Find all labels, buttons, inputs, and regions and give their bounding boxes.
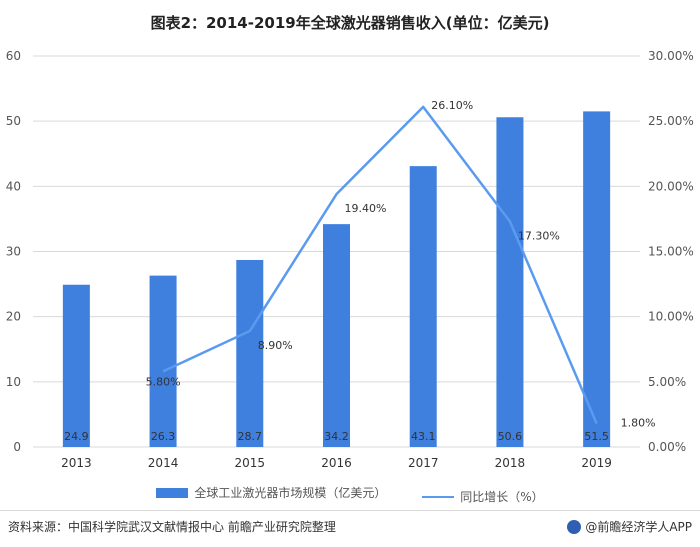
bar-value-label: 28.7 [238,430,263,443]
bar-value-label: 43.1 [411,430,436,443]
bar [409,166,437,448]
bar [496,117,524,448]
line-value-label: 26.10% [431,99,473,112]
bar-value-label: 51.5 [584,430,609,443]
chart-title: 图表2：2014-2019年全球激光器销售收入(单位：亿美元) [150,14,550,32]
y-left-tick-label: 0 [13,440,21,454]
x-tick-label: 2013 [61,456,92,470]
bar-value-label: 34.2 [324,430,349,443]
line-value-label: 17.30% [518,230,560,243]
y-left-tick-label: 30 [6,245,21,259]
brand-logo-icon [567,519,582,534]
x-tick-label: 2015 [235,456,266,470]
y-right-tick-label: 15.00% [648,245,694,259]
x-tick-label: 2018 [495,456,526,470]
y-left-tick-label: 40 [6,179,21,193]
y-left-tick-label: 20 [6,310,21,324]
bar [583,111,611,448]
bar [323,224,350,447]
bar [62,284,90,447]
growth-line [162,105,598,425]
x-tick-label: 2014 [148,456,179,470]
legend-item-line: 同比增长（%） [422,488,544,505]
bar-value-label: 50.6 [498,430,523,443]
y-left-tick-label: 50 [6,114,21,128]
bar-value-label: 24.9 [64,430,89,443]
brand-text: @前瞻经济学人APP [585,520,692,534]
y-left-tick-label: 60 [6,49,21,63]
line-value-label: 8.90% [258,339,293,352]
bar [236,259,264,447]
legend: 全球工业激光器市场规模（亿美元） 同比增长（%） [0,484,700,505]
footer-divider [0,510,700,511]
legend-line-label: 同比增长（%） [460,490,544,504]
chart: 0 0.00% 10 5.00% 20 10.00% 30 15.00% 40 20.00% 50 2… [6,49,694,470]
bar-value-label: 26.3 [151,430,176,443]
y-right-tick-label: 0.00% [648,440,686,454]
brand: @前瞻经济学人APP [567,518,692,535]
y-right-tick-label: 20.00% [648,179,694,193]
source-note: 资料来源：中国科学院武汉文献情报中心 前瞻产业研究院整理 [8,520,336,534]
bar [149,275,177,447]
x-tick-label: 2016 [321,456,352,470]
x-tick-label: 2017 [408,456,439,470]
legend-bar-label: 全球工业激光器市场规模（亿美元） [194,486,387,500]
y-left-tick-label: 10 [6,375,21,389]
y-right-tick-label: 10.00% [648,310,694,324]
line-value-label: 1.80% [621,417,656,430]
y-right-tick-label: 5.00% [648,375,686,389]
y-right-tick-label: 25.00% [648,114,694,128]
line-value-label: 19.40% [345,202,387,215]
line-value-label: 5.80% [146,375,181,388]
x-tick-label: 2019 [581,456,612,470]
legend-item-bars: 全球工业激光器市场规模（亿美元） [156,484,386,501]
legend-bar-swatch [156,487,189,498]
y-right-tick-label: 30.00% [648,49,694,63]
legend-line-swatch [422,495,455,498]
